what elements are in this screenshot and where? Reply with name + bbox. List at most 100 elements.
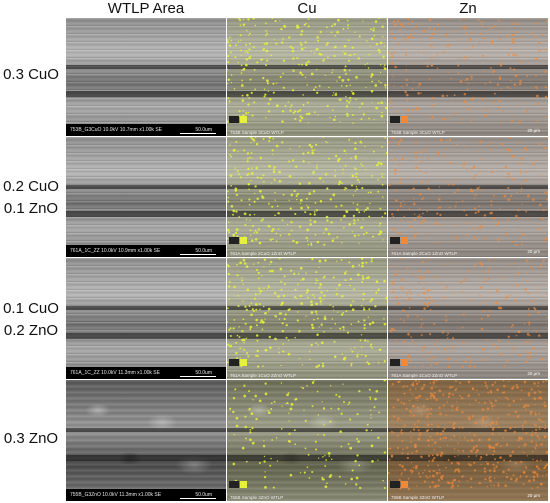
eds-caption: 761A Sample 1CuO 2ZnO WTLP	[230, 373, 297, 378]
cu-map-row-2: 761A Sample 1CuO 2ZnO WTLP	[227, 258, 387, 379]
eds-caption: 761A Sample 2CuO 1ZnO WTLP	[391, 251, 458, 256]
sem-info-bar: 753B_G3CuO 10.0kV 10.7mm x1.00k SE 50.0um	[66, 124, 226, 136]
dark-band	[227, 185, 387, 189]
scale-bar	[180, 498, 216, 499]
element-map-dots	[229, 380, 386, 490]
sem-caption: 761A_1C_ZZ 10.0kV 10.9mm x1.00k SE	[70, 248, 161, 254]
sem-scale-label: 50.0um	[195, 127, 212, 133]
sem-scale-label: 50.0um	[195, 370, 212, 376]
dark-band	[227, 455, 387, 461]
column-header-cu: Cu	[297, 0, 317, 17]
dark-band	[388, 65, 548, 69]
column-header-wtlp-area: WTLP Area	[107, 0, 185, 17]
sem-image-row-2: 761A_1C_ZZ 10.0kV 11.3mm x1.00k SE 50.0um	[66, 258, 226, 379]
eds-color-swatch	[401, 359, 408, 366]
cu-map-row-0: 753B Sample 3CuO WTLP	[227, 18, 387, 136]
cu-map-row-3: 755B Sample 3ZnO WTLP	[227, 380, 387, 501]
element-map-dots	[227, 258, 387, 369]
eds-color-swatch	[240, 359, 247, 366]
dark-band	[388, 91, 548, 97]
dark-band	[388, 211, 548, 217]
eds-color-swatch	[240, 116, 247, 123]
dark-band	[66, 306, 226, 310]
dark-band	[66, 185, 226, 189]
sem-caption: 755B_G3ZnO 10.0kV 11.3mm x1.00k SE	[70, 492, 162, 498]
sem-info-bar: 761A_1C_ZZ 10.0kV 10.9mm x1.00k SE 50.0um	[66, 245, 226, 257]
eds-caption: 761A Sample 2CuO 1ZnO WTLP	[230, 251, 297, 256]
eds-color-swatch	[240, 481, 247, 488]
cu-map-row-1: 761A Sample 2CuO 1ZnO WTLP	[227, 137, 387, 257]
row-label-1: 0.2 CuO 0.1 ZnO	[0, 176, 62, 220]
eds-color-swatch	[401, 481, 408, 488]
dark-band	[227, 65, 387, 69]
sem-info-bar: 761A_1C_ZZ 10.0kV 11.3mm x1.00k SE 50.0um	[66, 367, 226, 379]
row-label-line: 0.2 CuO	[3, 178, 59, 195]
scale-bar	[180, 376, 216, 377]
element-map-dots	[388, 137, 548, 247]
zn-map-row-0: 753B Sample 3CuO WTLP 20 μm	[388, 18, 548, 136]
dark-band	[66, 91, 226, 97]
dark-band	[66, 428, 226, 432]
row-label-line: 0.3 CuO	[3, 66, 59, 83]
element-map-dots	[389, 258, 548, 368]
row-label-0: 0.3 CuO	[0, 64, 62, 86]
dark-band	[227, 211, 387, 217]
scale-bar	[180, 254, 216, 255]
dark-band	[388, 428, 548, 432]
column-header-zn: Zn	[459, 0, 477, 17]
dark-band	[388, 333, 548, 339]
eds-color-swatch	[240, 237, 247, 244]
dark-band	[388, 185, 548, 189]
element-map-dots	[388, 380, 548, 491]
sem-image-row-0: 753B_G3CuO 10.0kV 10.7mm x1.00k SE 50.0um	[66, 18, 226, 136]
row-label-line: 0.2 ZnO	[3, 322, 59, 339]
eds-caption: 755B Sample 3ZnO WTLP	[391, 495, 445, 500]
eds-caption: 755B Sample 3ZnO WTLP	[230, 495, 284, 500]
row-label-line: 0.1 ZnO	[3, 200, 59, 217]
scale-bar	[180, 133, 216, 134]
element-map-dots	[227, 18, 387, 124]
zn-map-row-1: 761A Sample 2CuO 1ZnO WTLP 20 μm	[388, 137, 548, 257]
eds-legend-chip	[390, 116, 408, 123]
zn-scale-label: 20 μm	[527, 493, 540, 498]
eds-legend-chip	[229, 237, 247, 244]
eds-caption: 753B Sample 3CuO WTLP	[230, 130, 284, 135]
zn-scale-label: 20 μm	[527, 371, 540, 376]
eds-caption: 761A Sample 1CuO 2ZnO WTLP	[391, 373, 458, 378]
zn-scale-label: 20 μm	[527, 249, 540, 254]
dark-band	[227, 428, 387, 432]
eds-legend-chip	[229, 481, 247, 488]
eds-color-swatch	[401, 237, 408, 244]
row-label-line: 0.3 ZnO	[3, 430, 59, 447]
zn-map-row-3: 755B Sample 3ZnO WTLP 20 μm	[388, 380, 548, 501]
dark-band	[388, 455, 548, 461]
eds-legend-chip	[229, 116, 247, 123]
sem-info-bar: 755B_G3ZnO 10.0kV 11.3mm x1.00k SE 50.0um	[66, 489, 226, 501]
sem-scale-label: 50.0um	[195, 492, 212, 498]
sem-image-row-1: 761A_1C_ZZ 10.0kV 10.9mm x1.00k SE 50.0um	[66, 137, 226, 257]
dark-band	[66, 455, 226, 461]
dark-band	[227, 306, 387, 310]
row-label-2: 0.1 CuO 0.2 ZnO	[0, 298, 62, 342]
sem-caption: 761A_1C_ZZ 10.0kV 11.3mm x1.00k SE	[70, 370, 160, 376]
sem-scale-label: 50.0um	[195, 248, 212, 254]
dark-band	[227, 91, 387, 97]
dark-band	[227, 333, 387, 339]
row-label-3: 0.3 ZnO	[0, 428, 62, 450]
element-map-dots	[227, 137, 387, 246]
dark-band	[66, 333, 226, 339]
dark-band	[388, 306, 548, 310]
eds-legend-chip	[390, 359, 408, 366]
dark-band	[66, 65, 226, 69]
dark-band	[66, 211, 226, 217]
eds-legend-chip	[229, 359, 247, 366]
eds-color-swatch	[401, 116, 408, 123]
sem-image-row-3: 755B_G3ZnO 10.0kV 11.3mm x1.00k SE 50.0um	[66, 380, 226, 501]
zn-scale-label: 20 μm	[527, 128, 540, 133]
zn-map-row-2: 761A Sample 1CuO 2ZnO WTLP 20 μm	[388, 258, 548, 379]
element-map-dots	[388, 18, 548, 124]
row-label-line: 0.1 CuO	[3, 300, 59, 317]
sem-caption: 753B_G3CuO 10.0kV 10.7mm x1.00k SE	[70, 127, 162, 133]
eds-legend-chip	[390, 481, 408, 488]
eds-caption: 753B Sample 3CuO WTLP	[391, 130, 445, 135]
